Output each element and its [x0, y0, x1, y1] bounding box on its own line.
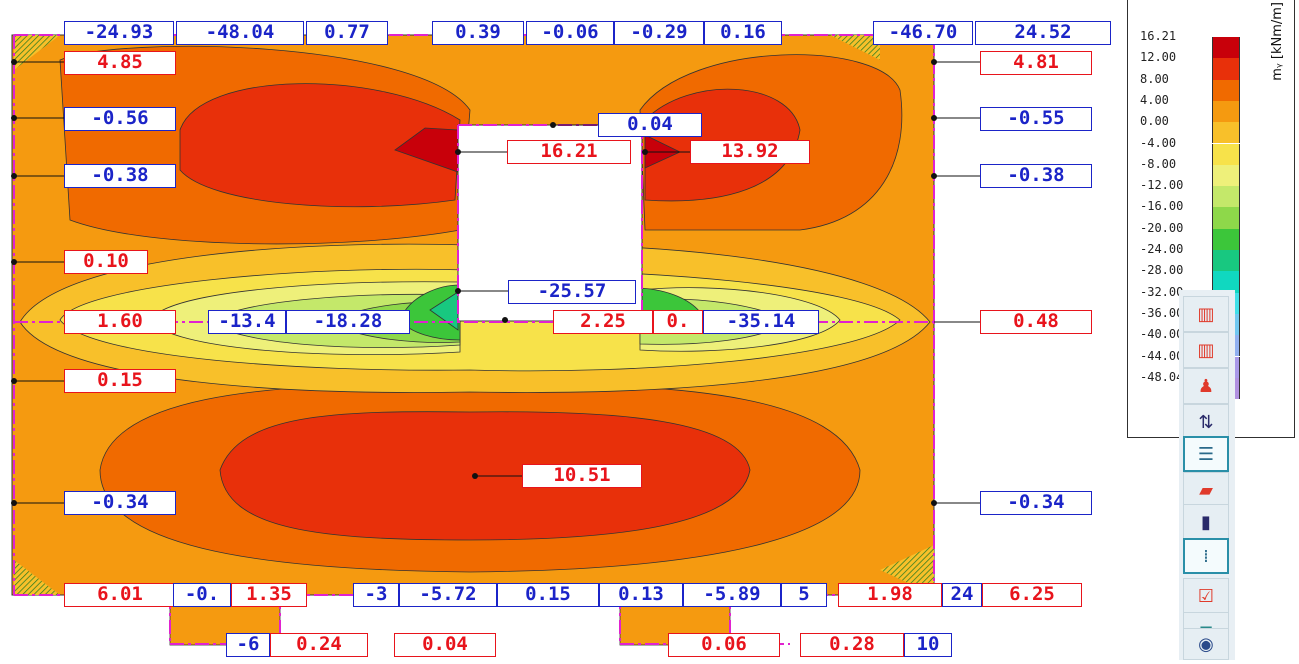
legend-swatch — [1212, 79, 1240, 101]
result-label: 6.25 — [982, 583, 1082, 607]
legend-swatch — [1212, 271, 1240, 293]
result-label: 0.04 — [394, 633, 496, 657]
result-label: -0.56 — [64, 107, 176, 131]
result-label: -0.38 — [64, 164, 176, 188]
legend-tick-label: -16.00 — [1140, 199, 1184, 214]
leader-lines — [14, 61, 980, 504]
result-label: 0.04 — [598, 113, 702, 137]
corner-hatch-right — [830, 35, 880, 60]
legend-tick-label: 0.00 — [1140, 114, 1169, 129]
legend-tick-label: 12.00 — [1140, 50, 1177, 65]
legend-swatch — [1212, 143, 1240, 165]
legend-tick-label: -4.00 — [1140, 135, 1177, 150]
result-points — [11, 59, 937, 506]
result-label: 1.98 — [838, 583, 942, 607]
result-label: 10 — [904, 633, 952, 657]
legend-swatch — [1212, 250, 1240, 272]
layers-icon[interactable]: ☰ — [1183, 436, 1229, 472]
legend-tick-label: -48.04 — [1140, 369, 1184, 384]
result-label: -48.04 — [176, 21, 304, 45]
result-label: -6 — [226, 633, 270, 657]
result-label: -3 — [353, 583, 399, 607]
result-label: 0.48 — [980, 310, 1092, 334]
result-label: 1.60 — [64, 310, 176, 334]
result-label: 0. — [653, 310, 703, 334]
result-label: -0.38 — [980, 164, 1092, 188]
legend-title: mᵧ [kNm/m] — [1270, 2, 1285, 81]
result-label: 2.25 — [553, 310, 653, 334]
legend-tick-label: -44.00 — [1140, 348, 1184, 363]
legend-tick-label: 4.00 — [1140, 92, 1169, 107]
legend-tick-label: -24.00 — [1140, 242, 1184, 256]
result-label: -35.14 — [703, 310, 819, 334]
legend-tick-label: -32.00 — [1140, 284, 1184, 299]
result-label: -5.89 — [683, 583, 781, 607]
color-legend: 16.21 12.00 8.00 4.00 0.00 -4.00 -8.00 -12.00 -1… — [1127, 0, 1295, 438]
legend-tick-label: -28.00 — [1140, 263, 1184, 278]
legend-swatch — [1212, 186, 1240, 208]
legend-tick-label: -8.00 — [1140, 156, 1177, 171]
result-label: -0.55 — [980, 107, 1092, 131]
legend-tick-label: -20.00 — [1140, 220, 1184, 235]
slab-result-alt-icon[interactable]: ▥ — [1183, 332, 1229, 368]
corner-hatch-bottom-left — [14, 560, 60, 595]
result-label: 10.51 — [522, 464, 642, 488]
result-label: 0.13 — [599, 583, 683, 607]
person-icon[interactable]: ♟ — [1183, 368, 1229, 404]
result-label: -0.34 — [64, 491, 176, 515]
eye-icon[interactable]: ◉ — [1183, 628, 1229, 660]
result-label: 24 — [942, 583, 982, 607]
result-label: -13.4 — [208, 310, 286, 334]
result-label: 13.92 — [690, 140, 810, 164]
dashed-box-check-icon[interactable]: ☑ — [1183, 578, 1229, 614]
result-label: 0.15 — [497, 583, 599, 607]
legend-tick-label: -12.00 — [1140, 178, 1184, 193]
result-label: 0.28 — [800, 633, 904, 657]
arrows-vertical-icon[interactable]: ⇅ — [1183, 404, 1229, 440]
result-label: -0.29 — [614, 21, 704, 45]
result-label: -25.57 — [508, 280, 636, 304]
result-label: 0.39 — [432, 21, 524, 45]
slab-result-icon[interactable]: ▥ — [1183, 296, 1229, 332]
dots-grid-icon[interactable]: ⁞ — [1183, 538, 1229, 574]
result-label: -0.06 — [526, 21, 614, 45]
paint-roller-icon[interactable]: ▰ — [1183, 472, 1229, 508]
contour-plot[interactable] — [0, 0, 1125, 664]
legend-swatch — [1212, 37, 1240, 59]
result-label: 24.52 — [975, 21, 1111, 45]
corner-hatch-bottom-right — [880, 545, 934, 595]
column-paint-icon[interactable]: ▮ — [1183, 504, 1229, 540]
result-label: -5.72 — [399, 583, 497, 607]
result-label: -24.93 — [64, 21, 174, 45]
result-label: 0.16 — [704, 21, 782, 45]
result-label: -0. — [173, 583, 231, 607]
legend-tick-label: 8.00 — [1140, 71, 1169, 86]
legend-tick-label: 16.21 — [1140, 29, 1177, 43]
result-label: 0.10 — [64, 250, 148, 274]
legend-swatch — [1212, 207, 1240, 229]
result-label: 4.85 — [64, 51, 176, 75]
result-label: 16.21 — [507, 140, 631, 164]
result-label: -0.34 — [980, 491, 1092, 515]
result-label: -18.28 — [286, 310, 410, 334]
legend-swatch — [1212, 228, 1240, 250]
result-label: -46.70 — [873, 21, 973, 45]
result-label: 1.35 — [231, 583, 307, 607]
legend-swatch — [1212, 58, 1240, 80]
legend-tick-label: -40.00 — [1140, 327, 1184, 342]
result-label: 0.06 — [668, 633, 780, 657]
result-label: 0.24 — [270, 633, 368, 657]
result-label: 0.15 — [64, 369, 176, 393]
legend-swatch — [1212, 122, 1240, 144]
legend-swatch — [1212, 164, 1240, 187]
result-label: 6.01 — [64, 583, 176, 607]
result-label: 5 — [781, 583, 827, 607]
result-label: 4.81 — [980, 51, 1092, 75]
corner-hatch-left — [14, 35, 60, 70]
legend-swatch — [1212, 100, 1240, 123]
legend-tick-label: -36.00 — [1140, 305, 1184, 320]
result-label: 0.77 — [306, 21, 388, 45]
